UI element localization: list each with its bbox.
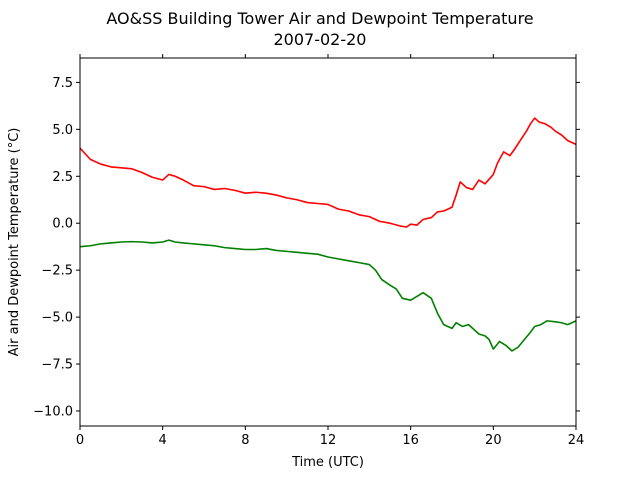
x-tick-label: 16 xyxy=(402,433,419,448)
y-tick-label: −2.5 xyxy=(41,264,73,279)
y-tick-label: −5.0 xyxy=(41,311,73,326)
series-layer xyxy=(79,117,577,352)
x-axis-label: Time (UTC) xyxy=(291,455,364,470)
x-tick-label: 20 xyxy=(485,433,502,448)
y-axis-label: Air and Dewpoint Temperature (°C) xyxy=(7,128,22,357)
y-tick-label: −7.5 xyxy=(41,358,73,373)
y-tick-label: 7.5 xyxy=(52,76,73,91)
x-tick-label: 8 xyxy=(241,433,249,448)
x-tick-label: 24 xyxy=(568,433,585,448)
plot-frame xyxy=(79,57,577,427)
y-tick-label: 2.5 xyxy=(52,170,73,185)
x-tick-label: 4 xyxy=(159,433,167,448)
x-tick-label: 12 xyxy=(320,433,337,448)
y-tick-label: 0.0 xyxy=(52,217,73,232)
series-line-2 xyxy=(79,239,577,352)
y-tick-label: 5.0 xyxy=(52,123,73,138)
y-tick-label: −10.0 xyxy=(33,404,73,419)
chart-title: AO&SS Building Tower Air and Dewpoint Te… xyxy=(106,9,533,28)
x-tick-label: 0 xyxy=(76,433,84,448)
ticks-layer: 0 4 8 12 16 20 24 −10.0 −7.5 −5.0 −2.5 0.0 2.5 5.0 7.5 xyxy=(33,54,584,448)
series-line-1 xyxy=(79,117,577,228)
chart-subtitle: 2007-02-20 xyxy=(274,30,367,49)
